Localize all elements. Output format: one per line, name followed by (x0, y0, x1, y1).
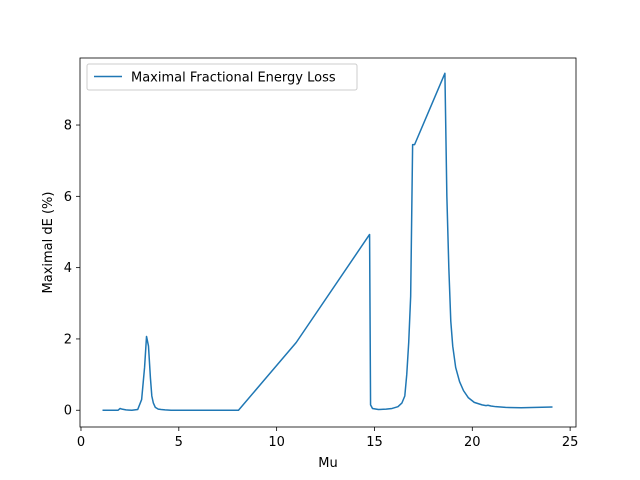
series-layer (102, 72, 553, 411)
legend-box (86, 63, 358, 91)
y-tick-label: 0 (64, 404, 72, 419)
y-tick-label: 8 (64, 119, 72, 134)
x-tick-label: 25 (562, 435, 579, 450)
x-tick-label: 0 (77, 435, 85, 450)
x-tick-label: 5 (175, 435, 183, 450)
x-tick-label: 10 (268, 435, 285, 450)
y-axis-ticks: 0 2 4 6 8 (64, 119, 80, 419)
y-tick-label: 2 (64, 332, 72, 347)
plot-area (80, 58, 576, 427)
x-tick-label: 20 (464, 435, 481, 450)
x-axis-ticks: 0 5 10 15 20 25 (77, 427, 579, 450)
legend-entry-label: Maximal Fractional Energy Loss (131, 71, 336, 86)
legend: Maximal Fractional Energy Loss (86, 63, 358, 91)
plot-frame (79, 57, 577, 428)
y-axis-label: Maximal dE (%) (41, 192, 56, 294)
x-tick-label: 15 (366, 435, 383, 450)
series-line (102, 72, 553, 411)
y-tick-label: 6 (64, 190, 72, 205)
x-axis-label: Mu (318, 456, 337, 471)
y-tick-label: 4 (64, 261, 72, 276)
